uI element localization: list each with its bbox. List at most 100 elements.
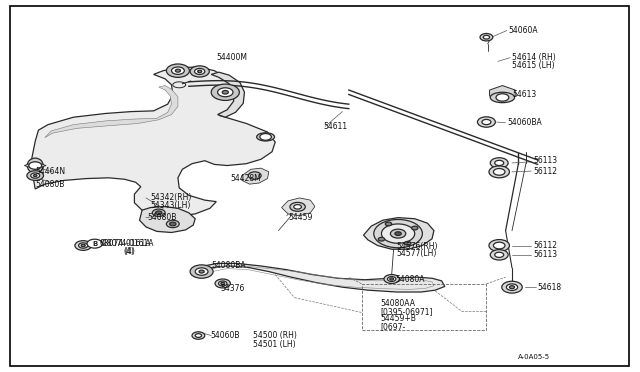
Circle shape	[381, 224, 415, 243]
Circle shape	[493, 242, 505, 249]
Circle shape	[482, 119, 491, 125]
Text: 56112: 56112	[533, 167, 557, 176]
Polygon shape	[242, 168, 269, 184]
Circle shape	[490, 158, 508, 168]
Polygon shape	[45, 86, 178, 138]
Text: (4): (4)	[124, 247, 134, 256]
Circle shape	[480, 33, 493, 41]
Circle shape	[166, 220, 179, 228]
Text: [0395-06971]: [0395-06971]	[381, 307, 433, 316]
Polygon shape	[31, 67, 275, 217]
Circle shape	[385, 222, 392, 226]
Text: 54459+B: 54459+B	[381, 314, 417, 323]
Circle shape	[477, 117, 495, 127]
Circle shape	[390, 278, 394, 280]
Circle shape	[211, 84, 239, 100]
Text: 54614 (RH): 54614 (RH)	[512, 53, 556, 62]
Text: ¹08074-0161A: ¹08074-0161A	[99, 239, 154, 248]
Text: 54400M: 54400M	[216, 53, 247, 62]
Text: 54613: 54613	[512, 90, 536, 99]
Circle shape	[384, 275, 399, 283]
Circle shape	[33, 174, 37, 177]
Polygon shape	[282, 198, 315, 216]
Polygon shape	[140, 206, 195, 232]
Text: 54501 (LH): 54501 (LH)	[253, 340, 296, 349]
Circle shape	[79, 243, 88, 248]
Circle shape	[495, 160, 504, 166]
Circle shape	[378, 237, 385, 241]
Circle shape	[175, 69, 180, 72]
Circle shape	[218, 88, 233, 97]
Circle shape	[215, 279, 230, 288]
Circle shape	[195, 268, 208, 275]
Circle shape	[81, 244, 85, 247]
Text: (4): (4)	[125, 247, 136, 256]
Circle shape	[395, 232, 401, 235]
Circle shape	[489, 240, 509, 251]
Circle shape	[222, 90, 228, 94]
Text: 54500 (RH): 54500 (RH)	[253, 331, 297, 340]
Text: 54428M: 54428M	[230, 174, 261, 183]
Text: 54343(LH): 54343(LH)	[150, 201, 191, 210]
Circle shape	[509, 286, 515, 289]
Text: 54080B: 54080B	[147, 213, 177, 222]
Circle shape	[412, 226, 418, 230]
Circle shape	[199, 270, 204, 273]
Text: A-0A05-5: A-0A05-5	[518, 354, 550, 360]
Circle shape	[221, 282, 225, 285]
Text: 54615 (LH): 54615 (LH)	[512, 61, 555, 70]
Circle shape	[493, 169, 505, 175]
Polygon shape	[364, 218, 434, 249]
Circle shape	[374, 219, 422, 248]
Polygon shape	[490, 86, 515, 100]
Circle shape	[496, 94, 509, 101]
Circle shape	[248, 172, 261, 179]
Circle shape	[170, 222, 176, 226]
Circle shape	[495, 252, 504, 257]
Text: 54060B: 54060B	[210, 331, 239, 340]
Text: B: B	[92, 241, 97, 247]
Circle shape	[294, 205, 301, 209]
Circle shape	[27, 171, 44, 180]
Circle shape	[87, 239, 102, 248]
Polygon shape	[24, 162, 46, 169]
Text: 56113: 56113	[533, 156, 557, 165]
Text: 54080B: 54080B	[35, 180, 65, 189]
Ellipse shape	[28, 158, 44, 173]
Text: 54459: 54459	[288, 213, 312, 222]
Circle shape	[29, 162, 42, 169]
Text: 54618: 54618	[538, 283, 562, 292]
Circle shape	[404, 241, 411, 245]
Text: 54060A: 54060A	[509, 26, 538, 35]
Text: 54080AA: 54080AA	[381, 299, 416, 308]
Text: 54342(RH): 54342(RH)	[150, 193, 192, 202]
Circle shape	[490, 250, 508, 260]
Circle shape	[192, 332, 205, 339]
Circle shape	[260, 134, 271, 140]
Circle shape	[75, 241, 92, 250]
Text: 54576(RH): 54576(RH)	[397, 242, 438, 251]
Text: 54464N: 54464N	[35, 167, 65, 176]
Text: 56113: 56113	[533, 250, 557, 259]
Circle shape	[166, 64, 189, 77]
Text: [0697-: [0697-	[381, 322, 406, 331]
Circle shape	[190, 265, 213, 278]
Ellipse shape	[257, 133, 275, 141]
Text: 56112: 56112	[533, 241, 557, 250]
Text: 54080BA: 54080BA	[211, 262, 246, 270]
Circle shape	[390, 229, 406, 238]
Text: 54376: 54376	[221, 284, 245, 293]
Circle shape	[152, 209, 165, 217]
Circle shape	[172, 67, 184, 74]
Polygon shape	[211, 72, 244, 117]
Circle shape	[387, 276, 396, 282]
Circle shape	[195, 68, 205, 74]
Circle shape	[502, 281, 522, 293]
Text: 54577(LH): 54577(LH)	[397, 249, 437, 258]
Text: 54080A: 54080A	[396, 275, 425, 284]
Circle shape	[156, 211, 162, 215]
Circle shape	[483, 35, 490, 39]
Circle shape	[195, 334, 202, 337]
Circle shape	[506, 284, 518, 291]
Circle shape	[31, 173, 40, 178]
